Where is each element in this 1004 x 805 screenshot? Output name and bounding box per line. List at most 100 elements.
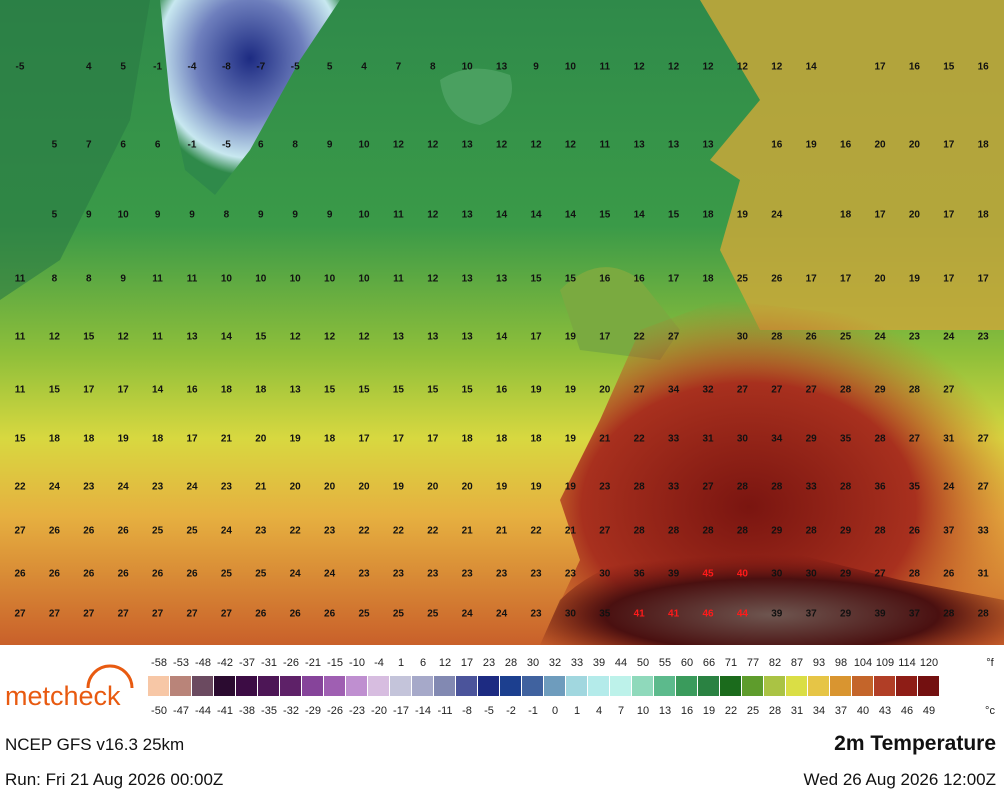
- temperature-value: 10: [324, 274, 336, 285]
- temperature-value: 26: [909, 526, 921, 537]
- temperature-value: 22: [358, 526, 370, 537]
- temperature-value: 7: [86, 140, 92, 151]
- legend-c-label: -32: [283, 705, 299, 717]
- temperature-value: 23: [462, 569, 474, 580]
- legend-swatch: [918, 676, 939, 696]
- temperature-value: 18: [702, 210, 714, 221]
- temperature-value: 24: [186, 482, 198, 493]
- legend-f-label: 1: [398, 657, 404, 669]
- legend-c-label: 28: [769, 705, 781, 717]
- temperature-value: 24: [118, 482, 130, 493]
- temperature-value: 27: [152, 609, 164, 620]
- legend-c-label: -26: [327, 705, 343, 717]
- legend-c-label: -8: [462, 705, 472, 717]
- temperature-value: 11: [600, 140, 611, 151]
- temperature-value: 27: [737, 385, 749, 396]
- temperature-value: 14: [530, 210, 542, 221]
- temperature-value: 19: [290, 434, 302, 445]
- legend-c-label: 10: [637, 705, 649, 717]
- temperature-value: 25: [427, 609, 439, 620]
- legend-f-label: 66: [703, 657, 715, 669]
- temperature-value: 20: [874, 274, 886, 285]
- temperature-value: 20: [290, 482, 302, 493]
- legend-swatch: [764, 676, 785, 696]
- unit-f: °f: [986, 657, 994, 669]
- temperature-value: 6: [258, 140, 264, 151]
- temperature-value: 5: [327, 62, 333, 73]
- temperature-value: 39: [668, 569, 680, 580]
- temperature-value: 46: [702, 609, 714, 620]
- temperature-value: 14: [152, 385, 164, 396]
- temperature-value: 23: [255, 526, 267, 537]
- temperature-value: 28: [771, 332, 783, 343]
- temperature-value: 37: [943, 526, 955, 537]
- temperature-value: 13: [702, 140, 714, 151]
- temperature-value: 24: [943, 332, 955, 343]
- temperature-value: 27: [909, 434, 921, 445]
- temperature-value: 10: [118, 210, 130, 221]
- temperature-value: 25: [737, 274, 749, 285]
- legend-swatch: [720, 676, 741, 696]
- legend-swatch: [236, 676, 257, 696]
- temperature-value: 27: [118, 609, 130, 620]
- temperature-value: 13: [668, 140, 680, 151]
- temperature-value: 25: [358, 609, 370, 620]
- legend-swatch: [434, 676, 455, 696]
- temperature-value: 18: [496, 434, 508, 445]
- legend-swatch: [632, 676, 653, 696]
- legend-swatch: [390, 676, 411, 696]
- temperature-value: 17: [874, 62, 886, 73]
- temperature-value: 15: [943, 62, 955, 73]
- temperature-value: 30: [737, 332, 749, 343]
- legend-swatch: [456, 676, 477, 696]
- temperature-value: 13: [427, 332, 439, 343]
- temperature-value: 23: [599, 482, 611, 493]
- temperature-value: -5: [16, 62, 25, 73]
- temperature-value: 18: [978, 210, 990, 221]
- legend-f-label: -10: [349, 657, 365, 669]
- greenland: [160, 0, 340, 195]
- legend-c-label: 7: [618, 705, 624, 717]
- temperature-value: -8: [222, 62, 231, 73]
- temperature-value: 4: [86, 62, 92, 73]
- temperature-value: 27: [599, 526, 611, 537]
- temperature-value: 10: [358, 210, 370, 221]
- temperature-value: 15: [393, 385, 405, 396]
- temperature-value: 18: [49, 434, 61, 445]
- temperature-value: 20: [599, 385, 611, 396]
- temperature-value: 17: [186, 434, 198, 445]
- temperature-value: 17: [874, 210, 886, 221]
- temperature-value: 12: [118, 332, 130, 343]
- temperature-value: 28: [668, 526, 680, 537]
- temperature-value: 11: [152, 332, 163, 343]
- temperature-value: 9: [189, 210, 195, 221]
- temperature-value: 27: [943, 385, 955, 396]
- legend-c-label: -1: [528, 705, 538, 717]
- temperature-value: 19: [118, 434, 130, 445]
- temperature-value: 20: [255, 434, 267, 445]
- temperature-values: -5 4 5 -1 -4 -8 -7 -5 5 4 7 8 10 13 9 10 11 12 12 12 12 12 14 1…: [14, 62, 989, 620]
- legend-swatch: [302, 676, 323, 696]
- temperature-value: 27: [14, 609, 26, 620]
- temperature-value: 29: [771, 526, 783, 537]
- legend-f-label: 30: [527, 657, 539, 669]
- legend-swatch: [698, 676, 719, 696]
- legend-f-label: 109: [876, 657, 894, 669]
- temperature-value: 26: [118, 526, 130, 537]
- temperature-value: 8: [224, 210, 230, 221]
- temperature-value: 41: [668, 609, 680, 620]
- temperature-value: 24: [771, 210, 783, 221]
- temperature-value: 22: [290, 526, 302, 537]
- temperature-value: 10: [358, 274, 370, 285]
- temperature-value: 26: [118, 569, 130, 580]
- temperature-value: 19: [530, 482, 542, 493]
- temperature-value: 26: [49, 526, 61, 537]
- temperature-value: 23: [83, 482, 95, 493]
- temperature-value: 23: [393, 569, 405, 580]
- temperature-value: 8: [292, 140, 298, 151]
- legend-swatch: [654, 676, 675, 696]
- temperature-value: 11: [15, 385, 26, 396]
- temperature-value: 19: [565, 482, 577, 493]
- legend-c-label: 19: [703, 705, 715, 717]
